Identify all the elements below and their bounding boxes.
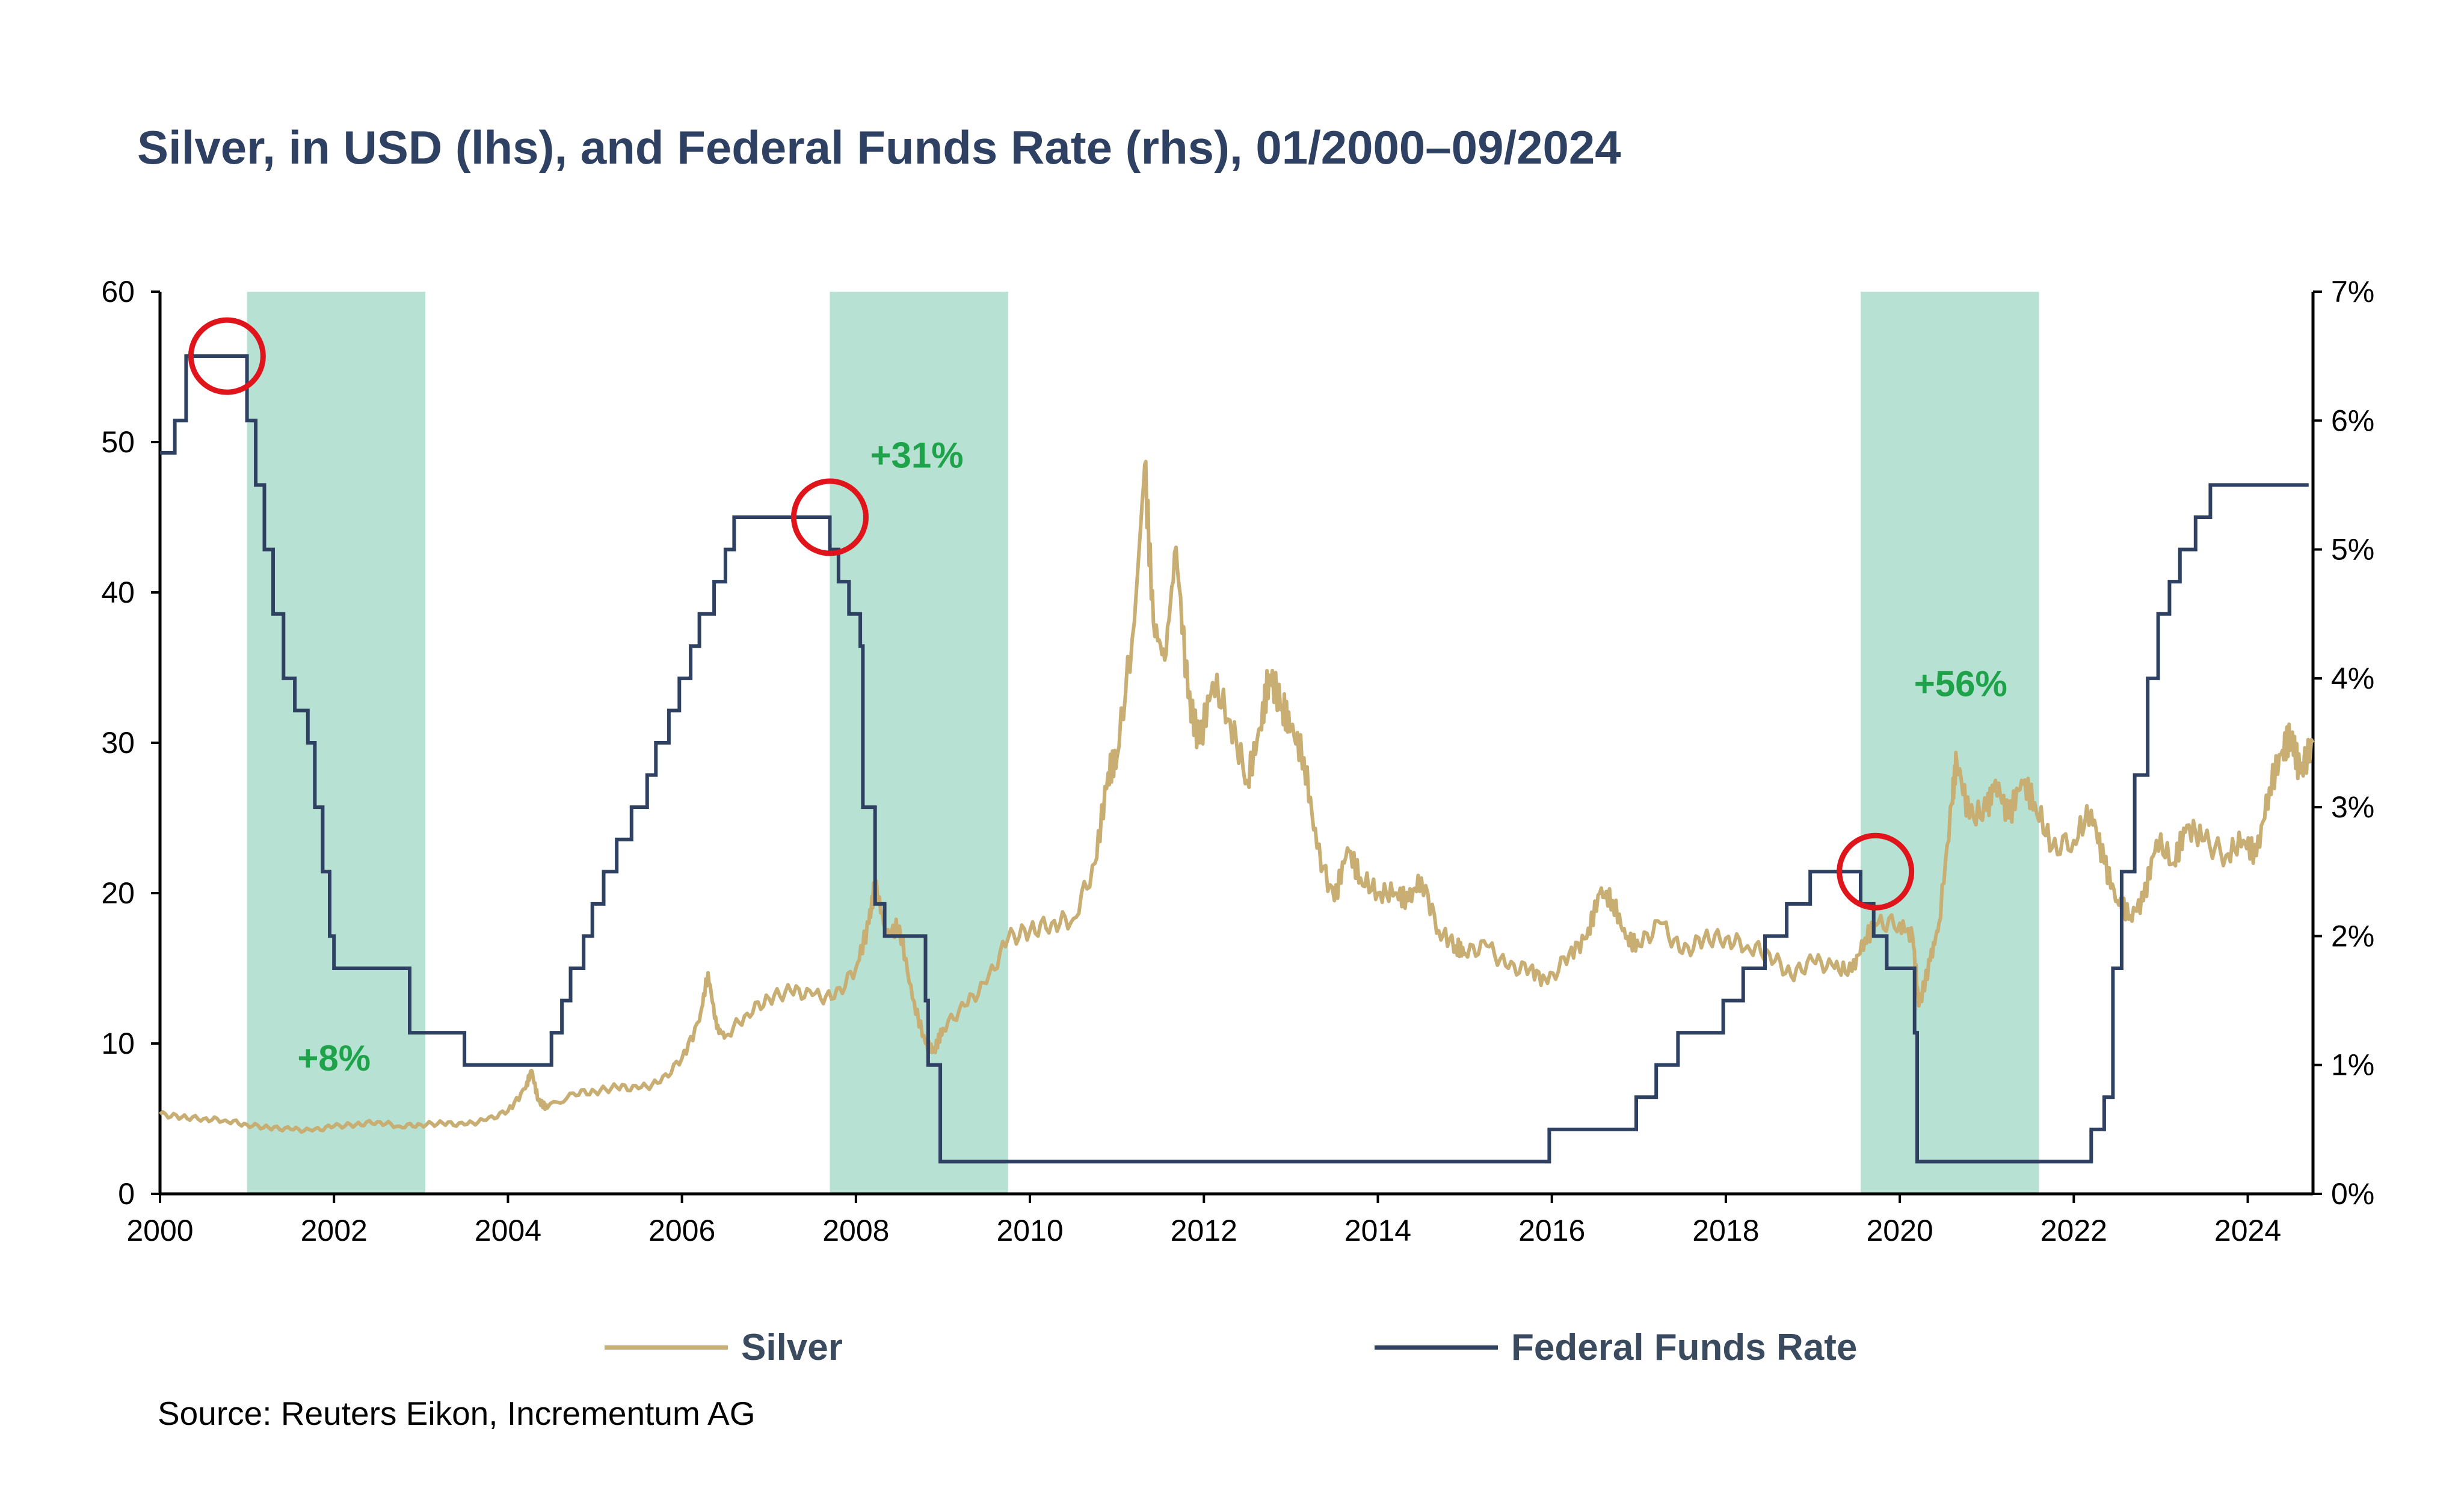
fed-legend-label: Federal Funds Rate (1511, 1327, 1858, 1368)
x-tick-label: 2000 (126, 1214, 193, 1247)
rate-peak-circle-3 (1837, 832, 1915, 911)
x-tick-label: 2002 (301, 1214, 368, 1247)
right-tick-label: 4% (2331, 662, 2374, 695)
x-tick-label: 2010 (996, 1214, 1063, 1247)
x-tick-label: 2006 (648, 1214, 715, 1247)
right-tick-label: 6% (2331, 404, 2374, 437)
left-tick-label: 20 (101, 876, 135, 910)
fed-legend-swatch (1375, 1345, 1498, 1350)
right-tick-label: 7% (2331, 275, 2374, 309)
return-annotation-2: +31% (870, 435, 964, 476)
legend-item-silver: Silver (605, 1326, 843, 1369)
rate-peak-circle-1 (188, 317, 266, 395)
shaded-period-3 (1861, 292, 2039, 1194)
chart-title: Silver, in USD (lhs), and Federal Funds … (137, 121, 1621, 174)
left-tick-label: 50 (101, 425, 135, 459)
left-tick-label: 30 (101, 726, 135, 760)
rate-peak-circle-2 (790, 478, 869, 556)
silver-series-line (159, 459, 2315, 1134)
left-tick-label: 0 (118, 1177, 135, 1211)
x-tick-label: 2016 (1518, 1214, 1585, 1247)
right-tick-label: 5% (2331, 533, 2374, 567)
x-tick-label: 2014 (1344, 1214, 1411, 1247)
return-annotation-3: +56% (1914, 664, 2007, 704)
left-tick-label: 60 (101, 275, 135, 309)
silver-legend-label: Silver (741, 1327, 843, 1368)
source-note: Source: Reuters Eikon, Incrementum AG (158, 1395, 756, 1432)
x-tick-label: 2008 (822, 1214, 889, 1247)
x-tick-label: 2022 (2040, 1214, 2107, 1247)
right-tick-label: 3% (2331, 790, 2374, 824)
right-tick-label: 2% (2331, 919, 2374, 953)
right-tick-label: 0% (2331, 1177, 2374, 1211)
x-tick-label: 2024 (2214, 1214, 2281, 1247)
left-tick-label: 40 (101, 576, 135, 609)
federal-funds-rate-series-line (160, 354, 2309, 1164)
shaded-period-2 (830, 292, 1008, 1194)
return-annotation-1: +8% (297, 1038, 371, 1078)
x-tick-label: 2004 (475, 1214, 541, 1247)
right-tick-label: 1% (2331, 1048, 2374, 1082)
shaded-period-1 (247, 292, 426, 1194)
x-tick-label: 2018 (1692, 1214, 1759, 1247)
x-tick-label: 2020 (1867, 1214, 1933, 1247)
x-tick-label: 2012 (1171, 1214, 1237, 1247)
legend-item-federal-funds-rate: Federal Funds Rate (1375, 1326, 1857, 1369)
silver-legend-swatch (605, 1345, 728, 1350)
left-tick-label: 10 (101, 1027, 135, 1060)
